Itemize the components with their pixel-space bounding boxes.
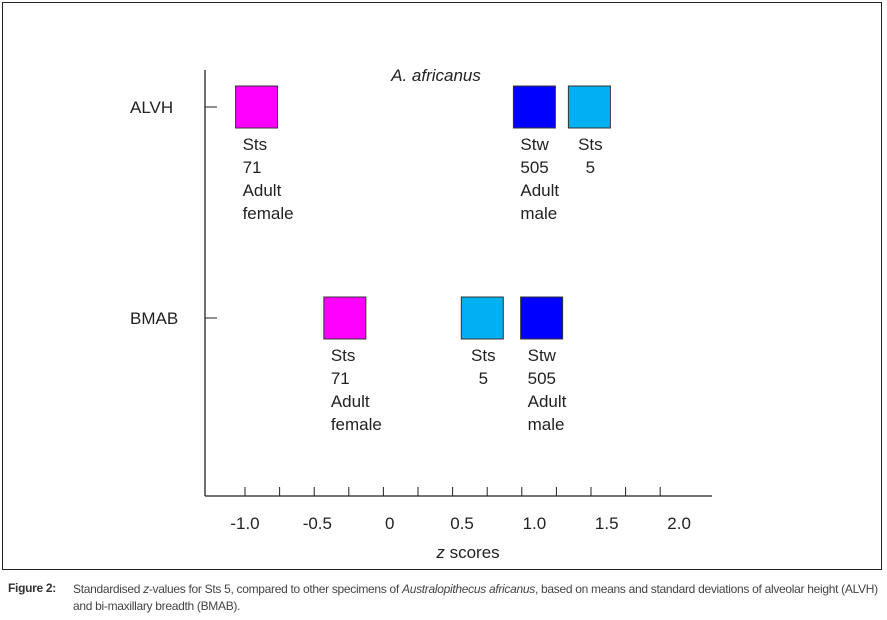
data-point-label: Adult	[331, 392, 370, 411]
data-point-label: 5	[479, 369, 488, 388]
data-point-label: Adult	[528, 392, 567, 411]
data-point-label: Stw	[520, 135, 549, 154]
caption-part: , based on means and standard deviations…	[73, 582, 878, 613]
data-point-label: 505	[528, 369, 556, 388]
data-point-label: 505	[520, 158, 548, 177]
caption-label: Figure 2:	[8, 581, 56, 595]
x-tick-label: 1.0	[523, 514, 547, 533]
data-point-label: Adult	[243, 181, 282, 200]
data-point-label: Sts	[243, 135, 268, 154]
x-tick-label: -0.5	[303, 514, 332, 533]
data-point-label: Adult	[520, 181, 559, 200]
y-category-label: ALVH	[130, 98, 173, 117]
data-point-label: Sts	[471, 346, 496, 365]
x-tick-label: 0.5	[450, 514, 474, 533]
data-point-square	[567, 85, 611, 129]
caption-species: Australopithecus africanus	[402, 582, 535, 596]
caption-part: -values for Sts 5, compared to other spe…	[148, 582, 402, 596]
data-point-label: Sts	[331, 346, 356, 365]
data-point-square	[512, 85, 556, 129]
x-tick-label: 1.5	[595, 514, 619, 533]
data-point-square	[520, 296, 564, 340]
data-point-square	[323, 296, 367, 340]
x-tick-label: 2.0	[667, 514, 691, 533]
data-point-label: Stw	[528, 346, 557, 365]
data-point-label: female	[331, 415, 382, 434]
data-point-label: Sts	[578, 135, 603, 154]
data-point-label: male	[520, 204, 557, 223]
data-point-label: 5	[586, 158, 595, 177]
data-point-label: male	[528, 415, 565, 434]
y-category-label: BMAB	[130, 309, 178, 328]
data-point-label: female	[243, 204, 294, 223]
x-tick-label: 0	[385, 514, 394, 533]
caption-text: Standardised z-values for Sts 5, compare…	[73, 581, 887, 615]
figure-frame	[2, 2, 882, 570]
x-tick-label: -1.0	[230, 514, 259, 533]
data-point-label: 71	[243, 158, 262, 177]
caption-z: z	[143, 582, 149, 596]
caption-part: Standardised	[73, 582, 144, 596]
data-point-square	[460, 296, 504, 340]
data-point-label: 71	[331, 369, 350, 388]
data-point-square	[235, 85, 279, 129]
chart-title: A. africanus	[390, 66, 481, 85]
x-axis-label: z scores	[435, 543, 499, 562]
chart: -1.0 -0.5 0 0.5 1.0 1.5 2.0 z scores A. africanu…	[130, 66, 712, 562]
